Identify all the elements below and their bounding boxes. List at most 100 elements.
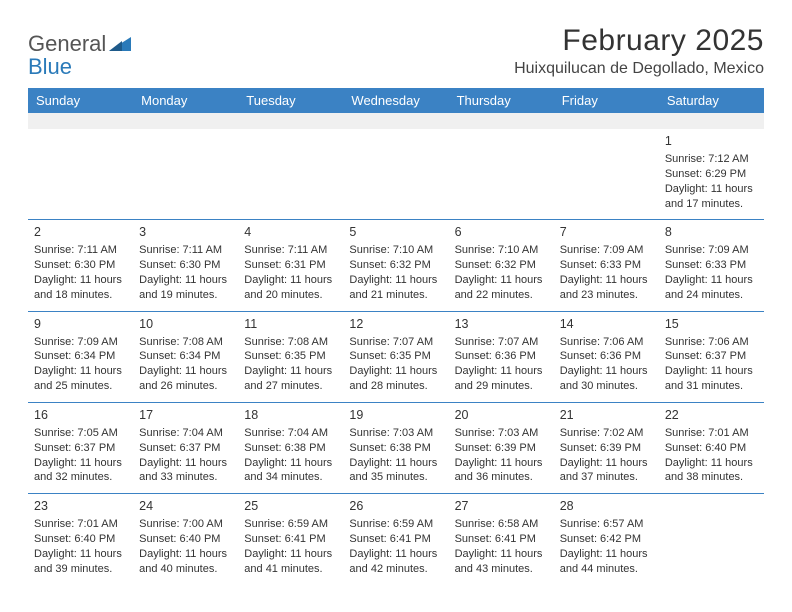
day-number: 25 [244, 498, 337, 515]
sunset-text: Sunset: 6:34 PM [139, 349, 232, 364]
sunset-text: Sunset: 6:41 PM [244, 532, 337, 547]
sunrise-text: Sunrise: 7:10 AM [349, 243, 442, 258]
daylight-text: Daylight: 11 hours and 36 minutes. [455, 456, 548, 486]
empty-cell [449, 129, 554, 220]
day-number: 11 [244, 316, 337, 333]
day-cell: 1 Sunrise: 7:12 AM Sunset: 6:29 PM Dayli… [659, 129, 764, 220]
sunset-text: Sunset: 6:37 PM [34, 441, 127, 456]
day-cell: 25 Sunrise: 6:59 AMSunset: 6:41 PMDayligh… [238, 494, 343, 585]
sunset-text: Sunset: 6:33 PM [665, 258, 758, 273]
weekday-header: Thursday [449, 88, 554, 113]
day-number: 19 [349, 407, 442, 424]
calendar-row: 23Sunrise: 7:01 AMSunset: 6:40 PMDayligh… [28, 494, 764, 585]
daylight-text: Daylight: 11 hours and 40 minutes. [139, 547, 232, 577]
weekday-header: Monday [133, 88, 238, 113]
day-number: 17 [139, 407, 232, 424]
daylight-text: Daylight: 11 hours and 41 minutes. [244, 547, 337, 577]
daylight-text: Daylight: 11 hours and 27 minutes. [244, 364, 337, 394]
sunset-text: Sunset: 6:32 PM [455, 258, 548, 273]
day-cell: 22Sunrise: 7:01 AMSunset: 6:40 PMDayligh… [659, 402, 764, 493]
day-number: 8 [665, 224, 758, 241]
sunset-text: Sunset: 6:29 PM [665, 167, 758, 182]
daylight-text: Daylight: 11 hours and 31 minutes. [665, 364, 758, 394]
day-cell: 3Sunrise: 7:11 AMSunset: 6:30 PMDaylight… [133, 220, 238, 311]
weekday-header: Friday [554, 88, 659, 113]
day-cell: 28Sunrise: 6:57 AMSunset: 6:42 PMDayligh… [554, 494, 659, 585]
daylight-text: Daylight: 11 hours and 43 minutes. [455, 547, 548, 577]
sunset-text: Sunset: 6:38 PM [349, 441, 442, 456]
weekday-header-row: Sunday Monday Tuesday Wednesday Thursday… [28, 88, 764, 113]
sunrise-text: Sunrise: 7:10 AM [455, 243, 548, 258]
daylight-text: Daylight: 11 hours and 26 minutes. [139, 364, 232, 394]
sunrise-text: Sunrise: 6:59 AM [349, 517, 442, 532]
sunrise-text: Sunrise: 7:09 AM [665, 243, 758, 258]
calendar-row: 9Sunrise: 7:09 AMSunset: 6:34 PMDaylight… [28, 311, 764, 402]
sunset-text: Sunset: 6:40 PM [34, 532, 127, 547]
sunrise-text: Sunrise: 7:02 AM [560, 426, 653, 441]
daylight-text: Daylight: 11 hours and 19 minutes. [139, 273, 232, 303]
day-number: 22 [665, 407, 758, 424]
calendar-row: 2Sunrise: 7:11 AMSunset: 6:30 PMDaylight… [28, 220, 764, 311]
day-cell: 7Sunrise: 7:09 AMSunset: 6:33 PMDaylight… [554, 220, 659, 311]
day-number: 12 [349, 316, 442, 333]
day-number: 21 [560, 407, 653, 424]
sunrise-text: Sunrise: 7:11 AM [34, 243, 127, 258]
sunrise-text: Sunrise: 7:07 AM [349, 335, 442, 350]
day-number: 2 [34, 224, 127, 241]
day-number: 26 [349, 498, 442, 515]
day-cell: 21Sunrise: 7:02 AMSunset: 6:39 PMDayligh… [554, 402, 659, 493]
sunset-text: Sunset: 6:33 PM [560, 258, 653, 273]
day-cell: 19Sunrise: 7:03 AMSunset: 6:38 PMDayligh… [343, 402, 448, 493]
sunrise-text: Sunrise: 7:12 AM [665, 152, 758, 167]
logo: GeneralBlue [28, 32, 131, 78]
logo-word1: General [28, 31, 106, 56]
sunset-text: Sunset: 6:36 PM [560, 349, 653, 364]
daylight-text: Daylight: 11 hours and 35 minutes. [349, 456, 442, 486]
sunrise-text: Sunrise: 7:11 AM [244, 243, 337, 258]
day-cell: 16Sunrise: 7:05 AMSunset: 6:37 PMDayligh… [28, 402, 133, 493]
day-cell: 9Sunrise: 7:09 AMSunset: 6:34 PMDaylight… [28, 311, 133, 402]
logo-triangle-icon [109, 32, 131, 55]
day-cell: 12Sunrise: 7:07 AMSunset: 6:35 PMDayligh… [343, 311, 448, 402]
day-number: 20 [455, 407, 548, 424]
day-number: 16 [34, 407, 127, 424]
day-cell: 26Sunrise: 6:59 AMSunset: 6:41 PMDayligh… [343, 494, 448, 585]
day-number: 3 [139, 224, 232, 241]
page-title: February 2025 [514, 24, 764, 58]
sunset-text: Sunset: 6:30 PM [139, 258, 232, 273]
sunrise-text: Sunrise: 7:06 AM [665, 335, 758, 350]
sunset-text: Sunset: 6:38 PM [244, 441, 337, 456]
daylight-text: Daylight: 11 hours and 30 minutes. [560, 364, 653, 394]
sunrise-text: Sunrise: 6:57 AM [560, 517, 653, 532]
day-cell: 10Sunrise: 7:08 AMSunset: 6:34 PMDayligh… [133, 311, 238, 402]
day-number: 23 [34, 498, 127, 515]
day-number: 18 [244, 407, 337, 424]
sunrise-text: Sunrise: 7:03 AM [455, 426, 548, 441]
sunset-text: Sunset: 6:40 PM [665, 441, 758, 456]
day-cell: 14Sunrise: 7:06 AMSunset: 6:36 PMDayligh… [554, 311, 659, 402]
daylight-text: Daylight: 11 hours and 21 minutes. [349, 273, 442, 303]
daylight-text: Daylight: 11 hours and 23 minutes. [560, 273, 653, 303]
daylight-text: Daylight: 11 hours and 42 minutes. [349, 547, 442, 577]
empty-cell [554, 129, 659, 220]
sunrise-text: Sunrise: 7:00 AM [139, 517, 232, 532]
day-cell: 15Sunrise: 7:06 AMSunset: 6:37 PMDayligh… [659, 311, 764, 402]
day-cell: 5 Sunrise: 7:10 AMSunset: 6:32 PMDaylight… [343, 220, 448, 311]
sunrise-text: Sunrise: 7:04 AM [244, 426, 337, 441]
day-cell: 18 Sunrise: 7:04 AMSunset: 6:38 PMDayligh… [238, 402, 343, 493]
daylight-text: Daylight: 11 hours and 34 minutes. [244, 456, 337, 486]
day-cell: 6Sunrise: 7:10 AMSunset: 6:32 PMDaylight… [449, 220, 554, 311]
sunset-text: Sunset: 6:32 PM [349, 258, 442, 273]
daylight-text: Daylight: 11 hours and 17 minutes. [665, 182, 758, 212]
sunrise-text: Sunrise: 7:09 AM [34, 335, 127, 350]
sunrise-text: Sunrise: 7:07 AM [455, 335, 548, 350]
sunrise-text: Sunrise: 6:59 AM [244, 517, 337, 532]
day-number: 9 [34, 316, 127, 333]
logo-word2: Blue [28, 54, 72, 79]
day-number: 5 [349, 224, 442, 241]
sunset-text: Sunset: 6:37 PM [665, 349, 758, 364]
daylight-text: Daylight: 11 hours and 39 minutes. [34, 547, 127, 577]
day-number: 28 [560, 498, 653, 515]
page-subtitle: Huixquilucan de Degollado, Mexico [514, 60, 764, 78]
weekday-header: Wednesday [343, 88, 448, 113]
